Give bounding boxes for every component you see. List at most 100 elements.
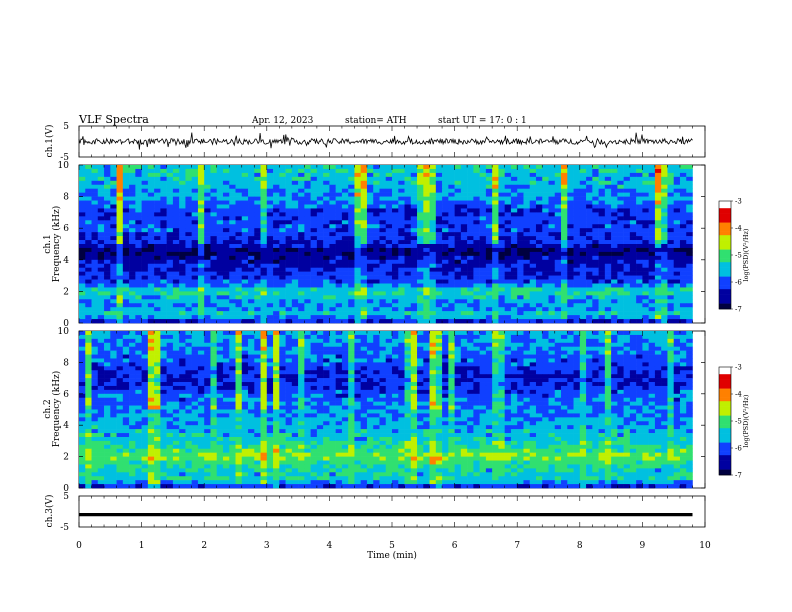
spectrogram-cell xyxy=(104,283,111,288)
spectrogram-cell xyxy=(129,315,136,320)
spectrogram-cell xyxy=(379,192,387,197)
spectrogram-cell xyxy=(104,279,111,284)
spectrogram-cell xyxy=(298,244,305,249)
spectrogram-cell xyxy=(385,220,393,225)
spectrogram-cell xyxy=(147,204,155,209)
spectrogram-cell xyxy=(410,259,418,265)
spectrogram-cell xyxy=(492,354,499,359)
spectrogram-cell xyxy=(648,228,656,233)
spectrogram-cell xyxy=(373,255,380,261)
spectrogram-cell xyxy=(97,228,105,233)
spectrogram-cell xyxy=(104,204,111,209)
spectrogram-cell xyxy=(104,346,111,351)
spectrogram-cell xyxy=(85,366,92,371)
spectrogram-cell xyxy=(592,244,599,249)
spectrogram-cell xyxy=(392,346,399,351)
spectrogram-cell xyxy=(673,236,681,241)
spectrogram-cell xyxy=(85,204,92,209)
spectrogram-cell xyxy=(310,208,318,213)
spectrogram-cell xyxy=(229,244,236,249)
spectrogram-cell xyxy=(204,275,211,280)
spectrogram-cell xyxy=(673,204,681,209)
spectrogram-cell xyxy=(542,307,549,312)
spectrogram-cell xyxy=(348,291,355,296)
spectrogram-cell xyxy=(141,255,149,261)
spectrogram-cell xyxy=(172,168,180,174)
spectrogram-cell xyxy=(216,342,224,347)
spectrogram-cell xyxy=(329,216,336,221)
spectrogram-cell xyxy=(341,259,349,265)
spectrogram-cell xyxy=(492,263,499,268)
spectrogram-cell xyxy=(373,275,380,280)
spectrogram-cell xyxy=(329,247,336,253)
spectrogram-cell xyxy=(216,366,224,371)
spectrogram-cell xyxy=(517,212,524,217)
spectrogram-cell xyxy=(392,196,399,201)
spectrogram-cell xyxy=(454,358,462,363)
spectrogram-cell xyxy=(623,176,631,182)
spectrogram-cell xyxy=(147,251,155,257)
spectrogram-cell xyxy=(79,307,86,312)
spectrogram-cell xyxy=(673,259,681,265)
spectrogram-cell xyxy=(629,299,637,304)
spectrogram-cell xyxy=(141,204,149,209)
spectrogram-cell xyxy=(498,342,505,347)
spectrogram-cell xyxy=(204,200,211,205)
colorbar-swatch xyxy=(719,300,731,303)
spectrogram-cell xyxy=(504,299,512,304)
spectrogram-cell xyxy=(354,200,361,205)
spectrogram-cell xyxy=(285,212,293,217)
spectrogram-cell xyxy=(335,204,343,209)
spectrogram-cell xyxy=(204,232,211,237)
spectrogram-cell xyxy=(348,362,355,367)
spectrogram-cell xyxy=(91,267,99,272)
spectrogram-cell xyxy=(460,271,468,276)
spectrogram-cell xyxy=(435,172,443,178)
spectrogram-cell xyxy=(542,362,549,367)
spectrogram-cell xyxy=(129,271,136,276)
spectrogram-cell xyxy=(316,165,324,170)
spectrogram-cell xyxy=(185,350,192,355)
spectrogram-cell xyxy=(561,303,568,308)
spectrogram-cell xyxy=(329,188,336,193)
spectrogram-cell xyxy=(373,259,380,265)
spectrogram-cell xyxy=(485,366,493,371)
spectrogram-cell xyxy=(517,220,524,225)
spectrogram-cell xyxy=(279,236,286,241)
spectrogram-cell xyxy=(222,240,230,245)
spectrogram-cell xyxy=(542,200,549,205)
spectrogram-cell xyxy=(548,236,556,241)
spectrogram-cell xyxy=(191,251,199,257)
spectrogram-cell xyxy=(279,247,286,253)
spectrogram-cell xyxy=(373,287,380,292)
spectrogram-cell xyxy=(147,362,155,367)
spectrogram-cell xyxy=(448,192,455,197)
spectrogram-cell xyxy=(341,204,349,209)
spectrogram-cell xyxy=(141,240,149,245)
spectrogram-cell xyxy=(310,307,318,312)
spectrogram-cell xyxy=(611,212,618,217)
spectrogram-cell xyxy=(442,291,449,296)
spectrogram-cell xyxy=(160,287,167,292)
spectrogram-cell xyxy=(279,279,286,284)
spectrogram-cell xyxy=(604,319,612,324)
spectrogram-cell xyxy=(673,165,681,170)
spectrogram-cell xyxy=(567,338,574,344)
spectrogram-cell xyxy=(673,267,681,272)
spectrogram-cell xyxy=(398,232,405,237)
spectrogram-cell xyxy=(291,358,299,363)
spectrogram-cell xyxy=(604,358,612,363)
spectrogram-cell xyxy=(636,362,643,367)
spectrogram-cell xyxy=(460,188,468,193)
spectrogram-cell xyxy=(629,172,637,178)
spectrogram-cell xyxy=(141,176,149,182)
spectrogram-cell xyxy=(160,338,167,344)
spectrogram-cell xyxy=(573,247,581,253)
spectrogram-cell xyxy=(241,192,249,197)
spectrogram-cell xyxy=(592,350,599,355)
spectrogram-cell xyxy=(473,291,480,296)
spectrogram-cell xyxy=(535,200,543,205)
spectrogram-cell xyxy=(85,342,92,347)
spectrogram-cell xyxy=(504,263,512,268)
